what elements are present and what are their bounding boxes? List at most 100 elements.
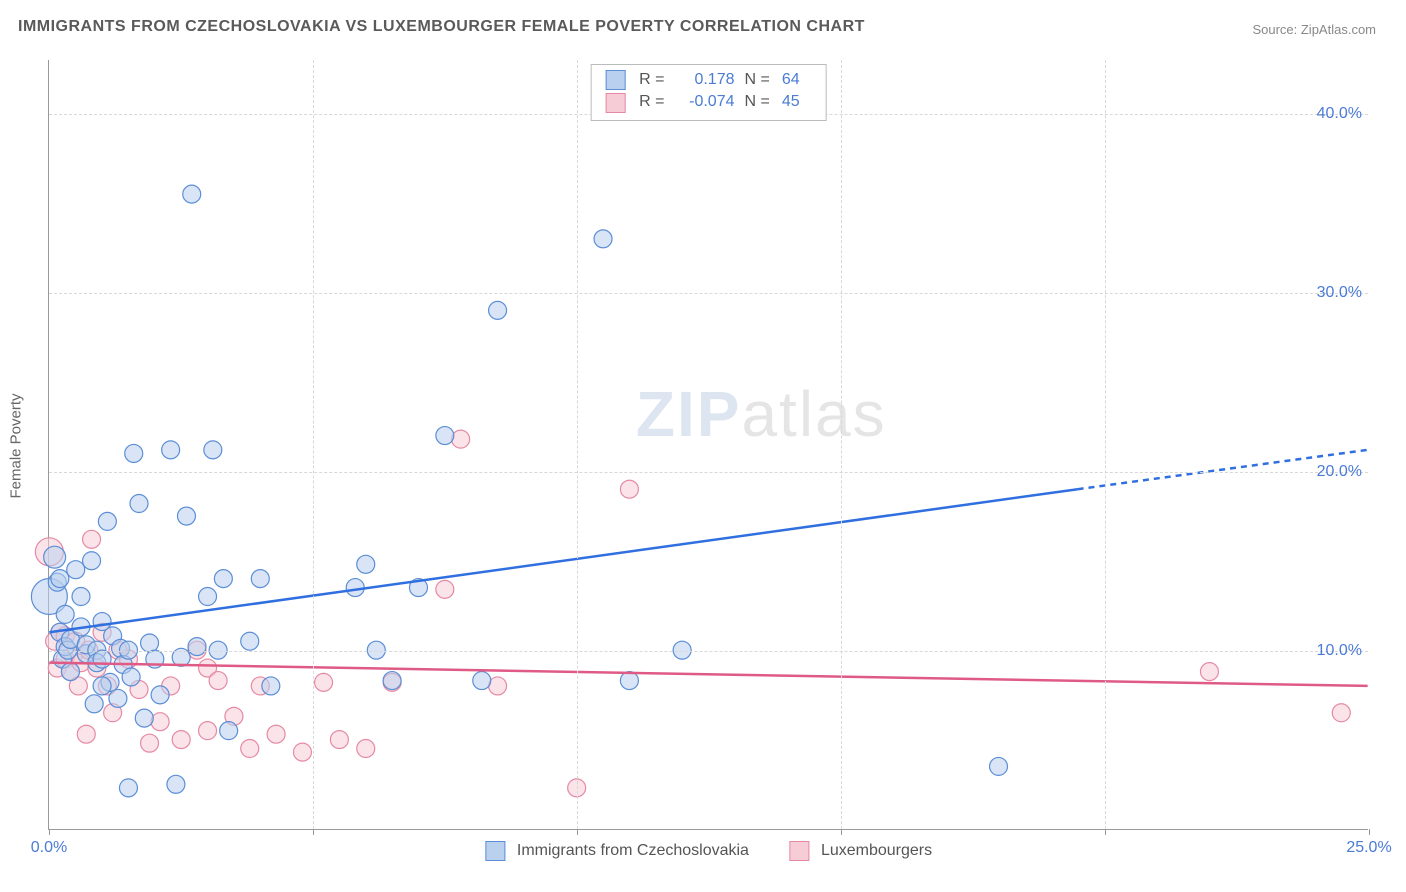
x-tick-mark xyxy=(313,829,314,835)
plot-svg xyxy=(49,60,1368,829)
data-point xyxy=(330,731,348,749)
data-point xyxy=(122,668,140,686)
data-point xyxy=(620,480,638,498)
stat-n-value-1: 64 xyxy=(782,69,812,91)
data-point xyxy=(267,725,285,743)
y-tick-label: 10.0% xyxy=(1317,642,1362,660)
gridline-h xyxy=(49,472,1368,473)
data-point xyxy=(262,677,280,695)
data-point xyxy=(167,775,185,793)
data-point xyxy=(251,570,269,588)
legend-bottom: Immigrants from Czechoslovakia Luxembour… xyxy=(485,841,932,861)
gridline-v xyxy=(1105,60,1106,829)
data-point xyxy=(172,731,190,749)
data-point xyxy=(594,230,612,248)
data-point xyxy=(452,430,470,448)
data-point xyxy=(315,673,333,691)
legend-item-1: Immigrants from Czechoslovakia xyxy=(485,841,749,861)
data-point xyxy=(214,570,232,588)
chart-title: IMMIGRANTS FROM CZECHOSLOVAKIA VS LUXEMB… xyxy=(18,18,865,36)
x-tick-label: 25.0% xyxy=(1346,839,1391,857)
data-point xyxy=(241,740,259,758)
swatch-pink xyxy=(605,93,625,113)
x-tick-mark xyxy=(1105,829,1106,835)
legend-label-2: Luxembourgers xyxy=(821,842,932,860)
data-point xyxy=(72,588,90,606)
data-point xyxy=(489,301,507,319)
data-point xyxy=(61,663,79,681)
swatch-blue xyxy=(605,70,625,90)
stat-r-label-2: R = xyxy=(639,91,664,113)
data-point xyxy=(620,672,638,690)
stats-row-1: R = 0.178 N = 64 xyxy=(605,69,812,91)
data-point xyxy=(204,441,222,459)
data-point xyxy=(357,555,375,573)
data-point xyxy=(162,441,180,459)
gridline-h xyxy=(49,651,1368,652)
data-point xyxy=(119,779,137,797)
data-point xyxy=(98,512,116,530)
data-point xyxy=(293,743,311,761)
data-point xyxy=(436,427,454,445)
data-point xyxy=(135,709,153,727)
data-point xyxy=(151,686,169,704)
data-point xyxy=(130,495,148,513)
data-point xyxy=(85,695,103,713)
data-point xyxy=(241,632,259,650)
data-point xyxy=(83,552,101,570)
data-point xyxy=(357,740,375,758)
y-tick-label: 20.0% xyxy=(1317,463,1362,481)
data-point xyxy=(1200,663,1218,681)
gridline-v xyxy=(577,60,578,829)
y-tick-label: 40.0% xyxy=(1317,105,1362,123)
y-axis-label: Female Poverty xyxy=(8,393,25,498)
x-tick-mark xyxy=(1369,829,1370,835)
data-point xyxy=(436,580,454,598)
data-point xyxy=(990,757,1008,775)
data-point xyxy=(56,605,74,623)
data-point xyxy=(188,638,206,656)
data-point xyxy=(93,677,111,695)
data-point xyxy=(346,579,364,597)
legend-label-1: Immigrants from Czechoslovakia xyxy=(517,842,749,860)
stats-box: R = 0.178 N = 64 R = -0.074 N = 45 xyxy=(590,64,827,121)
x-tick-mark xyxy=(841,829,842,835)
data-point xyxy=(183,185,201,203)
gridline-v xyxy=(313,60,314,829)
data-point xyxy=(77,725,95,743)
regression-line xyxy=(49,663,1367,686)
data-point xyxy=(51,570,69,588)
stat-n-label-2: N = xyxy=(745,91,770,113)
data-point xyxy=(151,713,169,731)
stat-r-label-1: R = xyxy=(639,69,664,91)
data-point xyxy=(177,507,195,525)
plot-area: ZIPatlas R = 0.178 N = 64 R = -0.074 N =… xyxy=(48,60,1368,830)
data-point xyxy=(383,672,401,690)
legend-swatch-blue xyxy=(485,841,505,861)
data-point xyxy=(199,722,217,740)
y-tick-label: 30.0% xyxy=(1317,284,1362,302)
legend-item-2: Luxembourgers xyxy=(789,841,932,861)
data-point xyxy=(125,444,143,462)
data-point xyxy=(209,672,227,690)
data-point xyxy=(141,634,159,652)
data-point xyxy=(44,546,66,568)
data-point xyxy=(473,672,491,690)
data-point xyxy=(141,734,159,752)
data-point xyxy=(220,722,238,740)
stat-n-value-2: 45 xyxy=(782,91,812,113)
x-tick-label: 0.0% xyxy=(31,839,67,857)
data-point xyxy=(67,561,85,579)
regression-line xyxy=(49,489,1077,632)
data-point xyxy=(109,689,127,707)
data-point xyxy=(83,530,101,548)
x-tick-mark xyxy=(49,829,50,835)
stat-r-value-1: 0.178 xyxy=(675,69,735,91)
source-label: Source: ZipAtlas.com xyxy=(1252,22,1376,37)
stats-row-2: R = -0.074 N = 45 xyxy=(605,91,812,113)
x-tick-mark xyxy=(577,829,578,835)
gridline-v xyxy=(841,60,842,829)
stat-n-label-1: N = xyxy=(745,69,770,91)
data-point xyxy=(93,650,111,668)
stat-r-value-2: -0.074 xyxy=(675,91,735,113)
